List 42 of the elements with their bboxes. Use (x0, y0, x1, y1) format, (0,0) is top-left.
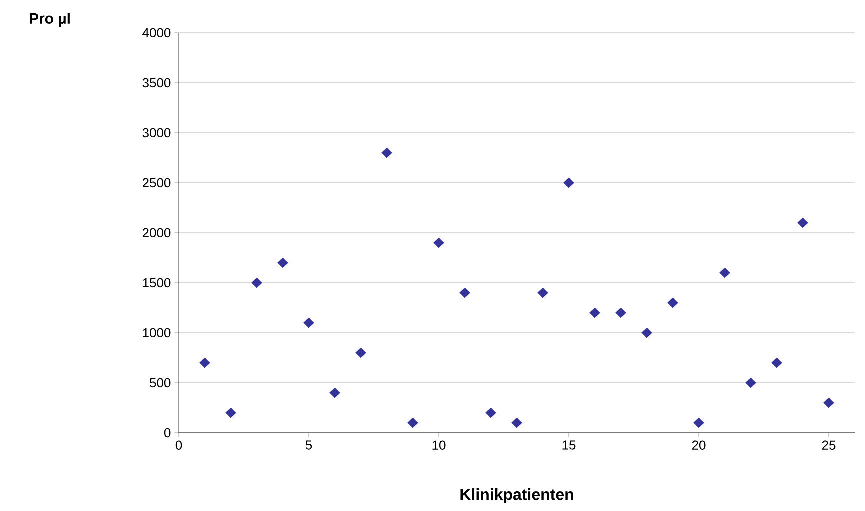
point (798, 218, 808, 228)
x-axis-title: Klinikpatienten (460, 488, 574, 504)
point (824, 398, 834, 408)
x-tick-label: 0 (176, 440, 182, 450)
point (356, 348, 366, 358)
point (330, 388, 340, 398)
point (278, 258, 288, 268)
x-tick-label: 20 (692, 440, 706, 450)
point (590, 308, 600, 318)
y-axis-title: Pro µl (30, 13, 70, 27)
point (226, 408, 236, 418)
point (486, 408, 496, 418)
y-tick-label: 2000 (142, 228, 171, 238)
x-tick-label: 15 (562, 440, 576, 450)
point (642, 328, 652, 338)
point (616, 308, 626, 318)
point (512, 418, 522, 428)
point (772, 358, 782, 368)
y-tick-label: 0 (164, 428, 171, 438)
point (668, 298, 678, 308)
y-tick-label: 1500 (143, 278, 171, 288)
point (694, 418, 704, 428)
point (382, 148, 392, 158)
y-tick-label: 500 (150, 378, 171, 388)
y-tick-label: 3500 (142, 78, 171, 88)
y-tick-label: 1000 (143, 328, 171, 338)
x-tick-label: 25 (822, 440, 836, 450)
point (434, 238, 444, 248)
point (252, 278, 262, 288)
y-tick-label: 2500 (142, 178, 171, 188)
point (304, 318, 314, 328)
point (200, 358, 210, 368)
x-tick-label: 10 (432, 440, 446, 450)
point (538, 288, 548, 298)
y-tick-label: 4000 (142, 28, 171, 38)
point (746, 378, 756, 388)
point (564, 178, 574, 188)
point (460, 288, 470, 298)
y-tick-label: 3000 (142, 128, 171, 138)
point (720, 268, 730, 278)
x-tick-label: 5 (306, 440, 312, 450)
point (408, 418, 418, 428)
